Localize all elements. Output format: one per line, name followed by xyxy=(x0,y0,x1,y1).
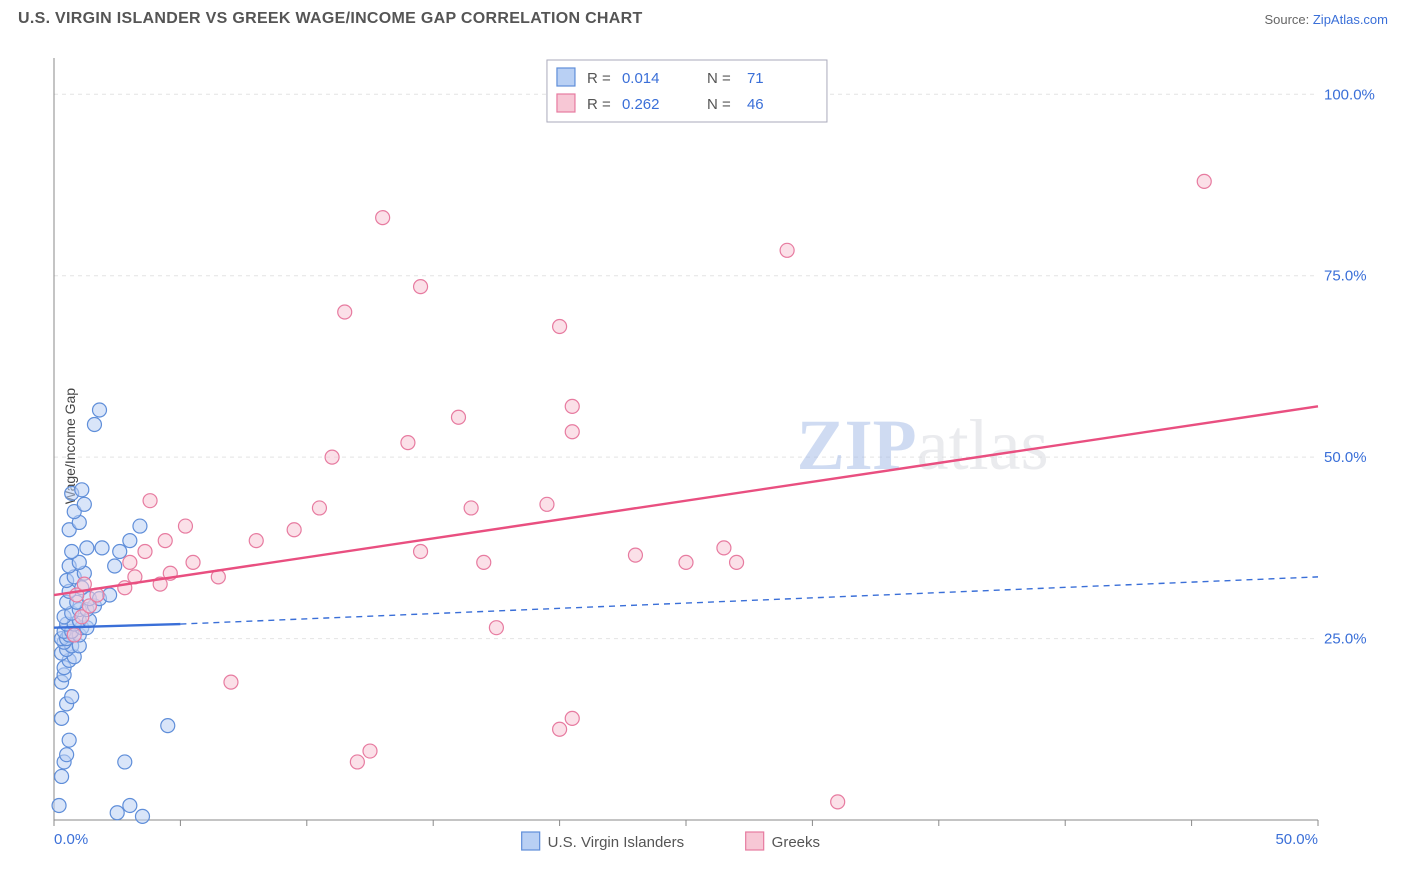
scatter-point xyxy=(123,555,137,569)
scatter-point xyxy=(717,541,731,555)
scatter-point xyxy=(489,621,503,635)
scatter-point xyxy=(95,541,109,555)
x-tick-label: 50.0% xyxy=(1275,831,1318,848)
y-tick-label: 75.0% xyxy=(1324,268,1367,285)
scatter-point xyxy=(451,410,465,424)
series-legend-label: Greeks xyxy=(772,834,820,851)
scatter-point xyxy=(138,544,152,558)
legend-n-value: 46 xyxy=(747,96,764,113)
scatter-point xyxy=(123,534,137,548)
series-legend-swatch xyxy=(746,832,764,850)
legend-r-label: R = xyxy=(587,70,611,87)
scatter-point xyxy=(52,798,66,812)
scatter-point xyxy=(75,483,89,497)
scatter-point xyxy=(338,305,352,319)
legend-r-value: 0.262 xyxy=(622,96,660,113)
legend-swatch xyxy=(557,94,575,112)
source-prefix: Source: xyxy=(1264,12,1312,27)
scatter-point xyxy=(186,555,200,569)
scatter-point xyxy=(60,748,74,762)
y-tick-label: 100.0% xyxy=(1324,86,1375,103)
scatter-point xyxy=(158,534,172,548)
scatter-point xyxy=(414,544,428,558)
legend-r-label: R = xyxy=(587,96,611,113)
scatter-point xyxy=(67,628,81,642)
scatter-point xyxy=(80,541,94,555)
scatter-point xyxy=(103,588,117,602)
series-legend-label: U.S. Virgin Islanders xyxy=(548,834,684,851)
scatter-point xyxy=(565,425,579,439)
scatter-point xyxy=(133,519,147,533)
scatter-point xyxy=(325,450,339,464)
legend-n-label: N = xyxy=(707,96,731,113)
scatter-point xyxy=(62,733,76,747)
watermark: ZIPatlas xyxy=(797,405,1049,485)
trend-line-dashed xyxy=(180,577,1318,624)
scatter-point xyxy=(249,534,263,548)
scatter-point xyxy=(401,436,415,450)
scatter-point xyxy=(93,403,107,417)
legend-r-value: 0.014 xyxy=(622,70,660,87)
scatter-point xyxy=(477,555,491,569)
source-link[interactable]: ZipAtlas.com xyxy=(1313,12,1388,27)
scatter-point xyxy=(831,795,845,809)
scatter-point xyxy=(376,211,390,225)
y-tick-label: 25.0% xyxy=(1324,631,1367,648)
scatter-point xyxy=(414,280,428,294)
scatter-point xyxy=(1197,174,1211,188)
scatter-point xyxy=(287,523,301,537)
scatter-point xyxy=(730,555,744,569)
scatter-point xyxy=(65,544,79,558)
legend-n-label: N = xyxy=(707,70,731,87)
scatter-point xyxy=(565,399,579,413)
scatter-point xyxy=(55,769,69,783)
series-legend-swatch xyxy=(522,832,540,850)
scatter-point xyxy=(679,555,693,569)
scatter-point xyxy=(178,519,192,533)
x-tick-label: 0.0% xyxy=(54,831,88,848)
scatter-point xyxy=(780,243,794,257)
scatter-point xyxy=(113,544,127,558)
scatter-chart: 25.0% 50.0% 75.0% 100.0% 0.0% 50.0% ZIPatlas R … xyxy=(44,50,1388,856)
source-attribution: Source: ZipAtlas.com xyxy=(1264,12,1388,27)
scatter-point xyxy=(143,494,157,508)
scatter-point xyxy=(628,548,642,562)
scatter-point xyxy=(65,690,79,704)
scatter-point xyxy=(553,320,567,334)
scatter-point xyxy=(540,497,554,511)
scatter-point xyxy=(118,755,132,769)
scatter-point xyxy=(110,806,124,820)
scatter-point xyxy=(224,675,238,689)
scatter-point xyxy=(135,809,149,823)
scatter-point xyxy=(77,497,91,511)
scatter-point xyxy=(312,501,326,515)
scatter-point xyxy=(553,722,567,736)
scatter-point xyxy=(123,798,137,812)
scatter-point xyxy=(363,744,377,758)
legend-n-value: 71 xyxy=(747,70,764,87)
scatter-point xyxy=(464,501,478,515)
chart-svg: 25.0% 50.0% 75.0% 100.0% 0.0% 50.0% ZIPatlas R … xyxy=(44,50,1388,856)
scatter-point xyxy=(108,559,122,573)
scatter-point xyxy=(161,719,175,733)
y-tick-label: 50.0% xyxy=(1324,449,1367,466)
scatter-point xyxy=(87,417,101,431)
chart-title: U.S. VIRGIN ISLANDER VS GREEK WAGE/INCOM… xyxy=(18,10,643,28)
scatter-point xyxy=(350,755,364,769)
scatter-point xyxy=(565,711,579,725)
scatter-point xyxy=(55,711,69,725)
legend-swatch xyxy=(557,68,575,86)
